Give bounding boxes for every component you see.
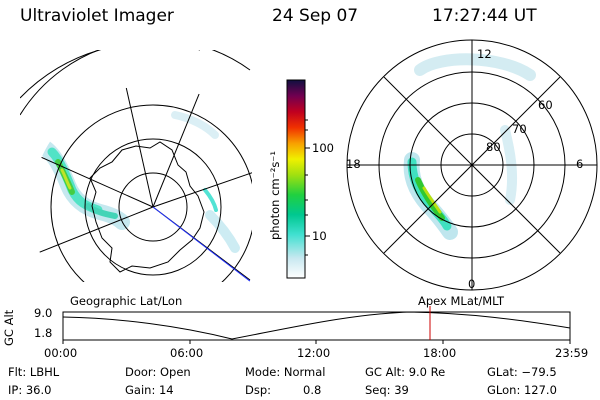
- time-tick-2359: 23:59: [555, 346, 589, 360]
- mode-value: Mode: Normal: [245, 365, 326, 379]
- mlat-label-60: 60: [538, 98, 553, 112]
- colorbar-tick-10: 10: [312, 229, 327, 243]
- mlat-label-80: 80: [486, 140, 501, 154]
- gain-value: Gain: 14: [125, 383, 174, 397]
- time-tick-1200: 12:00: [297, 346, 331, 360]
- glat-value: GLat: −79.5: [487, 365, 557, 379]
- dsp-value: 0.8: [303, 383, 322, 397]
- image-time: 17:27:44 UT: [432, 6, 537, 26]
- time-tick-1800: 18:00: [423, 346, 457, 360]
- instrument-title: Ultraviolet Imager: [20, 6, 174, 26]
- mlt-label-18: 18: [346, 157, 361, 171]
- filter-value: Flt: LBHL: [8, 365, 60, 379]
- seq-value: Seq: 39: [365, 383, 409, 397]
- dsp-label: Dsp:: [245, 383, 272, 397]
- antarctica-coastline: [89, 141, 205, 273]
- mlt-label-12: 12: [477, 47, 492, 61]
- gc-alt-value: GC Alt: 9.0 Re: [365, 365, 446, 379]
- image-date: 24 Sep 07: [272, 6, 359, 26]
- altitude-plot: [62, 306, 571, 344]
- mlt-label-6: 6: [576, 157, 584, 171]
- geo-panel-label: Geographic Lat/Lon: [70, 294, 183, 308]
- mlat-label-70: 70: [512, 122, 527, 136]
- geo-aurora: [32, 111, 240, 253]
- polar-panel-label: Apex MLat/MLT: [418, 294, 505, 308]
- ip-value: IP: 36.0: [8, 383, 52, 397]
- colorbar-tick-100: 100: [312, 141, 334, 155]
- glon-value: GLon: 127.0: [487, 383, 557, 397]
- sun-direction-line: [152, 206, 252, 282]
- time-tick-0000: 00:00: [44, 346, 78, 360]
- colorbar-unit: photon cm⁻²s⁻¹: [268, 151, 282, 240]
- door-status: Door: Open: [125, 365, 191, 379]
- altitude-ytick-9: 9.0: [34, 306, 53, 320]
- altitude-ylabel: GC Alt: [2, 309, 16, 346]
- polar-map: [346, 39, 598, 291]
- colorbar: [286, 79, 310, 279]
- mlt-label-0: 0: [468, 277, 476, 291]
- time-tick-0600: 06:00: [170, 346, 204, 360]
- altitude-curve: [62, 311, 571, 340]
- altitude-ytick-1-8: 1.8: [34, 326, 53, 340]
